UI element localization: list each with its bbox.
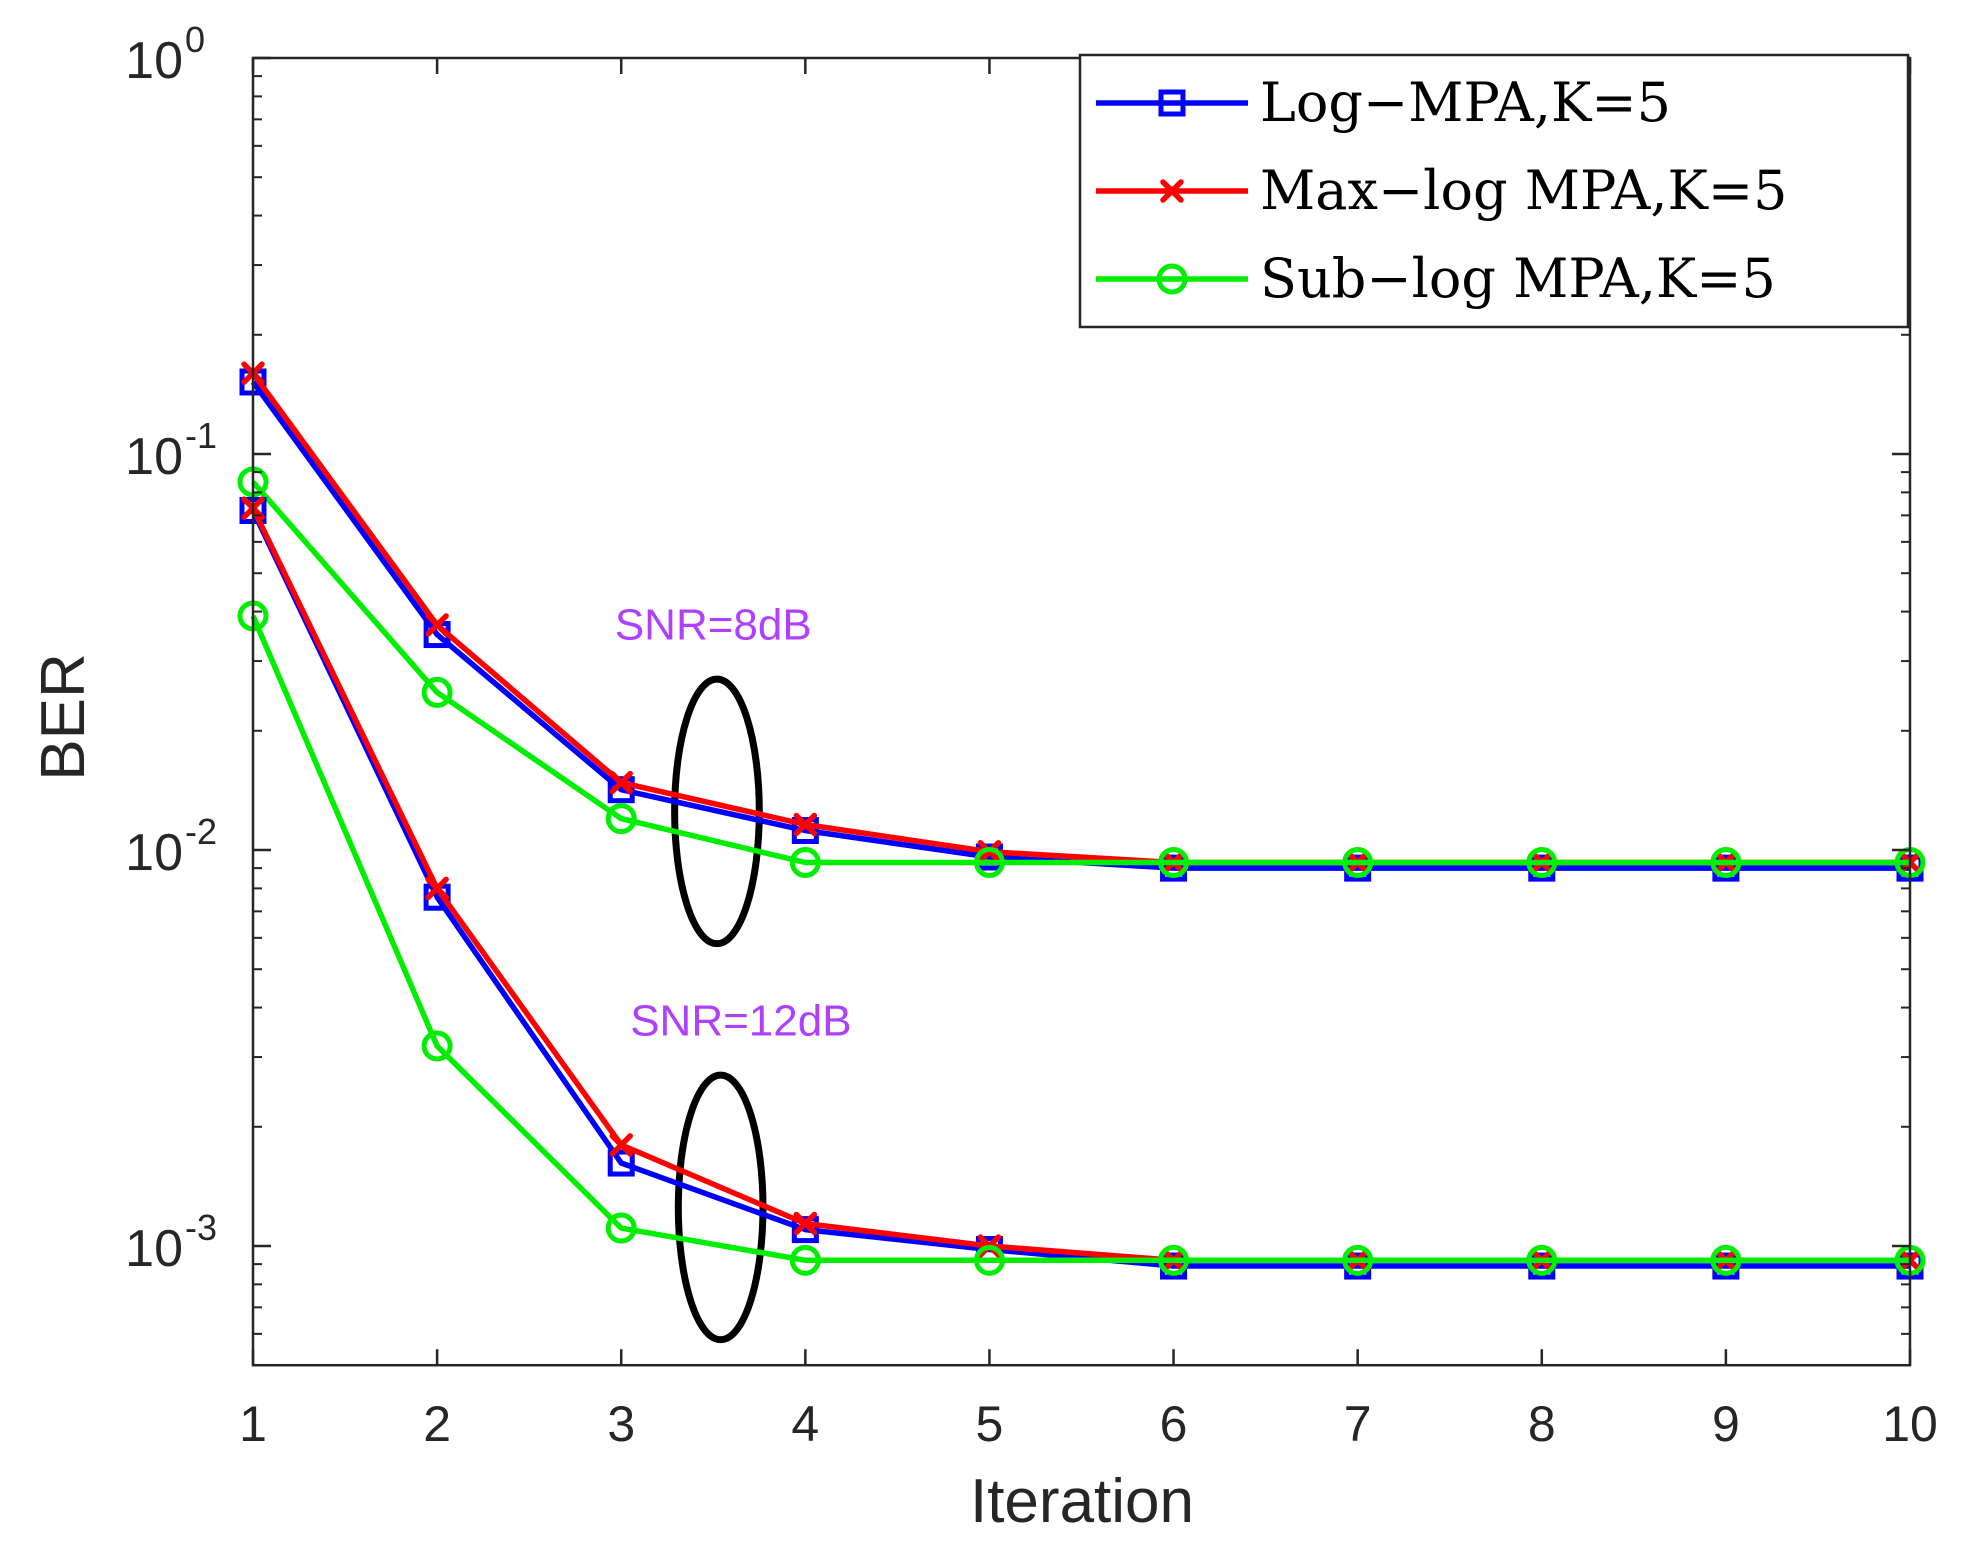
data-point (1342, 1244, 1374, 1276)
data-point (1342, 846, 1374, 878)
y-axis-label: BER (29, 653, 98, 780)
legend-item: Log−MPA,K=5 (1096, 71, 1671, 134)
x-tick-label: 8 (1528, 1396, 1556, 1452)
data-point (1526, 1244, 1558, 1276)
y-tick-label: 10 (125, 1220, 183, 1278)
x-tick-label: 1 (239, 1396, 267, 1452)
data-point (421, 676, 453, 708)
data-point (609, 770, 633, 795)
data-point (793, 1211, 818, 1236)
series-3 (237, 466, 1926, 878)
data-point (609, 1133, 633, 1157)
x-tick-label: 10 (1882, 1396, 1938, 1452)
legend-label: Sub−log MPA,K=5 (1260, 247, 1776, 310)
x-tick-label: 4 (791, 1396, 819, 1452)
data-point (607, 1149, 635, 1177)
x-tick-label: 3 (607, 1396, 635, 1452)
snr-annotation-label: SNR=8dB (615, 601, 812, 650)
data-point (793, 812, 818, 837)
snr-annotation-label: SNR=12dB (630, 997, 851, 1046)
data-point (421, 1030, 453, 1062)
data-point (1526, 846, 1558, 878)
data-point (425, 876, 449, 901)
legend-marker (1158, 89, 1186, 117)
annotations: SNR=8dB SNR=12dB (615, 601, 852, 1046)
data-point (1710, 846, 1742, 878)
legend-item: Sub−log MPA,K=5 (1096, 247, 1776, 310)
data-point (1158, 846, 1190, 878)
y-tick-exponent: -3 (185, 1207, 217, 1248)
x-tick-label: 5 (976, 1396, 1004, 1452)
series-line (250, 614, 1910, 1264)
legend: Log−MPA,K=5 Max−log MPA,K=5 Sub−log MPA,K=… (1078, 53, 1910, 329)
y-tick-label: 10 (125, 32, 183, 90)
data-point (973, 846, 1005, 878)
x-tick-label: 9 (1712, 1396, 1740, 1452)
legend-label: Max−log MPA,K=5 (1260, 159, 1787, 222)
data-point (789, 1244, 821, 1276)
data-point (605, 1212, 637, 1244)
legend-label: Log−MPA,K=5 (1260, 71, 1671, 134)
y-tick-label: 10 (125, 428, 183, 486)
y-tick-exponent: -1 (185, 415, 217, 456)
plot-series (237, 361, 1926, 1280)
y-tick-exponent: 0 (185, 19, 205, 60)
data-point (1710, 1244, 1742, 1276)
data-point (791, 1216, 819, 1244)
legend-item: Max−log MPA,K=5 (1096, 159, 1787, 222)
y-tick-exponent: -2 (185, 811, 217, 852)
x-tick-label: 2 (423, 1396, 451, 1452)
y-tick-label: 10 (125, 824, 183, 882)
data-point (791, 817, 819, 845)
data-point (605, 803, 637, 835)
data-point (425, 613, 449, 637)
data-point (1158, 1244, 1190, 1276)
legend-marker (1156, 263, 1188, 295)
series-line (250, 480, 1910, 866)
x-tick-label: 7 (1344, 1396, 1372, 1452)
x-axis-label: Iteration (970, 1467, 1194, 1536)
legend-marker (1160, 179, 1184, 203)
data-point (973, 1244, 1005, 1276)
x-tick-label: 6 (1160, 1396, 1188, 1452)
data-point (789, 846, 821, 878)
